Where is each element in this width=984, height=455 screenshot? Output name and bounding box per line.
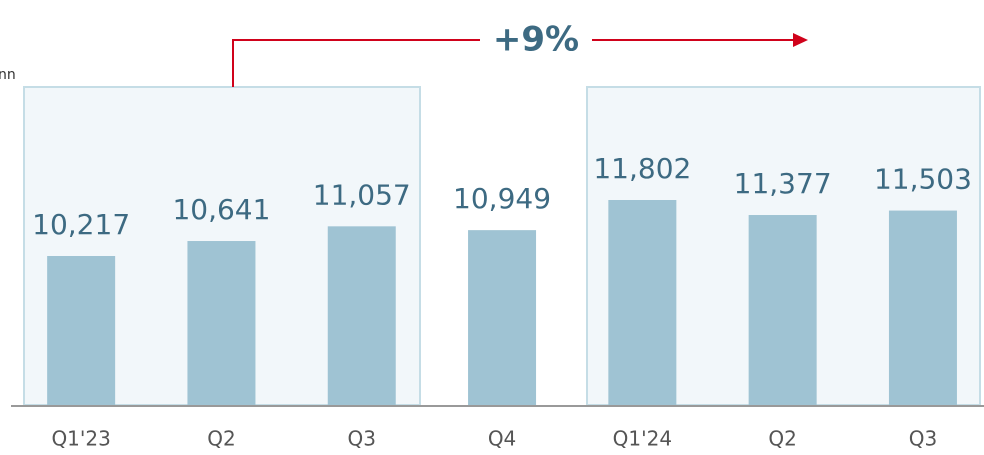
growth-arrow (232, 39, 480, 87)
bar (187, 241, 256, 405)
value-label: 10,641 (172, 193, 270, 226)
value-label: 11,503 (874, 163, 972, 196)
value-label: 10,949 (453, 182, 551, 215)
bar (468, 230, 537, 405)
x-tick-label: Q3 (348, 427, 376, 451)
bar (608, 199, 677, 405)
value-label: 10,217 (32, 208, 130, 241)
bar (888, 210, 957, 405)
arrow-head (793, 33, 808, 47)
x-tick-label: Q3 (909, 427, 937, 451)
bar (47, 255, 116, 405)
growth-annotation: +9% (493, 20, 579, 60)
x-tick-label: Q1'24 (613, 427, 672, 451)
x-tick-label: Q4 (488, 427, 516, 451)
value-label: 11,802 (593, 152, 691, 185)
unit-label: nn (0, 67, 16, 83)
bar (327, 226, 396, 405)
value-label: 11,057 (313, 178, 411, 211)
x-tick-label: Q2 (768, 427, 796, 451)
value-label: 11,377 (734, 167, 832, 200)
bar (748, 215, 817, 405)
x-tick-label: Q2 (207, 427, 235, 451)
x-tick-label: Q1'23 (51, 427, 110, 451)
